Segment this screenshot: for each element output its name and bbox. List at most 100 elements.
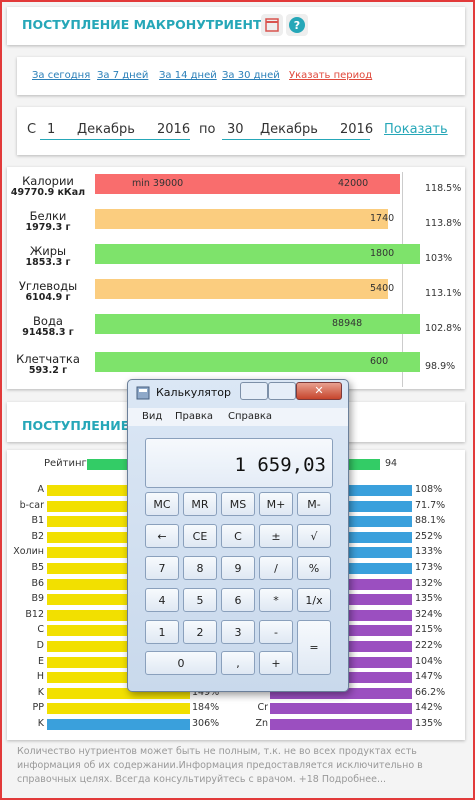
nutrient-name: D: [36, 640, 44, 651]
period-link[interactable]: Указать период: [289, 70, 373, 81]
percent-label: 324%: [415, 608, 443, 620]
nutrient-name: B6: [31, 577, 44, 589]
menu-item[interactable]: Вид: [142, 411, 163, 422]
percent-label: 102.8%: [425, 323, 462, 334]
calc-button[interactable]: 1/x: [297, 588, 331, 612]
calc-button[interactable]: M-: [297, 492, 331, 516]
date-field[interactable]: 30: [227, 122, 244, 137]
percent-label: 252%: [415, 530, 443, 542]
calc-button[interactable]: %: [297, 556, 331, 580]
nutrient-name: B2: [31, 530, 44, 542]
nutrient-bar: [47, 625, 190, 637]
calc-button[interactable]: *: [259, 588, 293, 612]
nutrient-bar: [95, 244, 420, 264]
calc-button[interactable]: MS: [221, 492, 255, 516]
date-field: по: [199, 122, 216, 137]
nutrient-amount: 6104.9 г: [25, 292, 71, 303]
calc-button[interactable]: CE: [183, 524, 217, 548]
nutrient-name: K: [37, 686, 44, 698]
calc-button[interactable]: 9: [221, 556, 255, 580]
nutrient-bar: [95, 279, 388, 299]
date-field[interactable]: Декабрь: [77, 122, 135, 137]
calc-button[interactable]: M+: [259, 492, 293, 516]
calc-button[interactable]: C: [221, 524, 255, 548]
nutrient-name: Белки: [29, 209, 67, 223]
calc-button[interactable]: ±: [259, 524, 293, 548]
nutrient-amount: 1853.3 г: [25, 257, 71, 268]
target-label: 1740: [370, 213, 395, 224]
nutrient-bar: [47, 609, 190, 621]
calc-button[interactable]: 5: [183, 588, 217, 612]
nutrient-name: Вода: [33, 314, 63, 328]
nutrient-name: PP: [32, 702, 44, 714]
calc-button[interactable]: -: [259, 620, 293, 644]
calc-button[interactable]: /: [259, 556, 293, 580]
date-field[interactable]: 2016: [340, 122, 374, 137]
percent-label: 215%: [415, 624, 443, 636]
minimize-button[interactable]: [240, 382, 268, 400]
nutrient-bar: [270, 687, 412, 699]
calendar-button[interactable]: [261, 14, 283, 36]
nutrient-name: Холин: [13, 546, 44, 558]
calc-button[interactable]: 8: [183, 556, 217, 580]
micro-title: ПОСТУПЛЕНИЕ М: [22, 418, 147, 433]
percent-label: 113.8%: [425, 218, 462, 229]
calc-button[interactable]: √: [297, 524, 331, 548]
rating-bar: [87, 459, 147, 470]
calc-button[interactable]: MR: [183, 492, 217, 516]
percent-label: 118.5%: [425, 183, 462, 194]
date-field[interactable]: Декабрь: [260, 122, 318, 137]
target-label: 1800: [370, 248, 395, 259]
maximize-button[interactable]: [268, 382, 296, 400]
display-value: 1 659,03: [234, 454, 326, 476]
menu-item[interactable]: Справка: [228, 411, 273, 422]
show-button[interactable]: Показать: [384, 122, 448, 137]
calc-button[interactable]: 0: [145, 651, 217, 675]
percent-label: 104%: [415, 655, 443, 667]
percent-label: 132%: [415, 577, 443, 589]
date-field[interactable]: 1: [47, 122, 56, 137]
calc-button[interactable]: ,: [221, 651, 255, 675]
nutrient-name: C: [37, 624, 44, 636]
percent-label: 108%: [415, 484, 443, 495]
menu-item[interactable]: Правка: [175, 411, 214, 422]
close-button[interactable]: ✕: [296, 382, 342, 400]
period-link[interactable]: За 14 дней: [159, 70, 217, 81]
calc-icon: [136, 386, 150, 400]
calc-button[interactable]: 3: [221, 620, 255, 644]
nutrient-name: Клетчатка: [16, 352, 80, 366]
percent-label: 113.1%: [425, 288, 462, 299]
nutrient-bar: [47, 656, 190, 668]
target-label: 88948: [332, 318, 363, 329]
nutrient-amount: 91458.3 г: [22, 327, 74, 338]
date-card: [17, 107, 465, 155]
calc-button[interactable]: MC: [145, 492, 179, 516]
calc-button[interactable]: 6: [221, 588, 255, 612]
nutrient-name: b-car: [19, 499, 44, 511]
calc-button[interactable]: 7: [145, 556, 179, 580]
nutrient-bar: [95, 352, 420, 372]
percent-label: 135%: [415, 593, 443, 605]
percent-label: 98.9%: [425, 361, 456, 372]
nutrient-bar: [47, 703, 190, 715]
nutrient-bar: [47, 641, 190, 652]
period-link[interactable]: За сегодня: [32, 70, 91, 81]
svg-text:?: ?: [294, 19, 300, 32]
calc-button[interactable]: 2: [183, 620, 217, 644]
calc-button[interactable]: 4: [145, 588, 179, 612]
nutrient-bar: [270, 703, 412, 715]
period-link[interactable]: За 30 дней: [222, 70, 280, 81]
calc-button[interactable]: =: [297, 620, 331, 675]
calc-button[interactable]: ←: [145, 524, 179, 548]
header-icons: ?: [261, 14, 308, 36]
nutrient-name: K: [37, 718, 44, 729]
calc-button[interactable]: 1: [145, 620, 179, 644]
date-field[interactable]: 2016: [157, 122, 191, 137]
nutrient-bar: [95, 174, 400, 194]
nutrient-name: Углеводы: [18, 279, 78, 293]
period-link[interactable]: За 7 дней: [97, 70, 149, 81]
nutrient-bar: [47, 563, 190, 574]
calc-button[interactable]: +: [259, 651, 293, 675]
nutrient-bar: [47, 485, 190, 496]
